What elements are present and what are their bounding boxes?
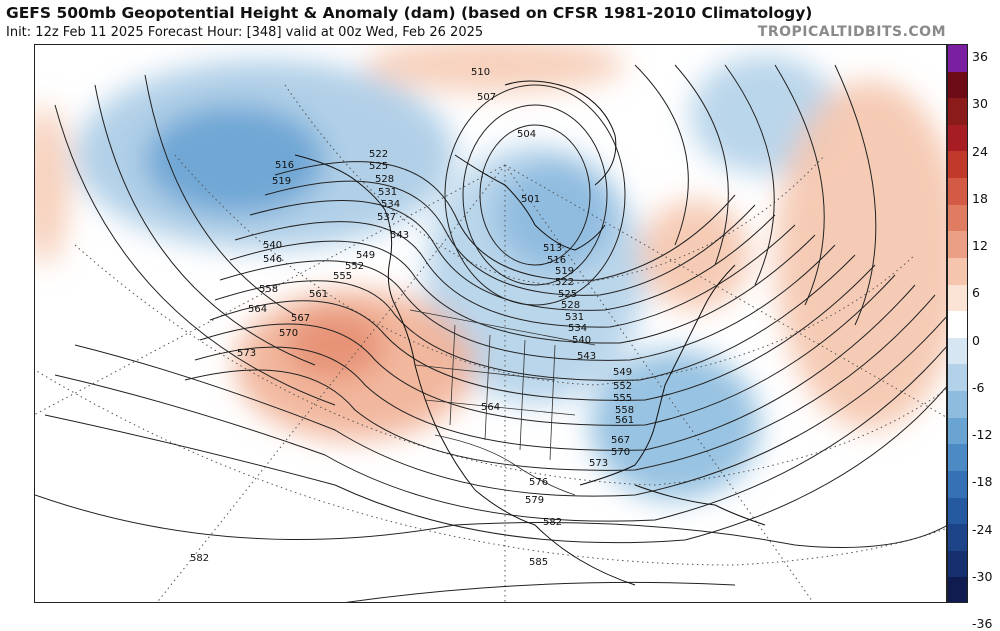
contour-label: 567 [291, 313, 310, 324]
contour-label: 549 [613, 367, 632, 378]
colorbar-segment [948, 470, 967, 498]
contour-label: 579 [525, 495, 544, 506]
colorbar-segment [948, 45, 967, 73]
contour-label: 516 [547, 255, 566, 266]
colorbar-segment [948, 391, 967, 419]
colorbar-segment [948, 178, 967, 206]
colorbar-label: -24 [972, 521, 993, 537]
brand-watermark[interactable]: TROPICALTIDBITS.COM [757, 24, 946, 40]
contour-label: 561 [309, 289, 328, 300]
contour-label: 513 [543, 243, 562, 254]
contour-label: 543 [577, 351, 596, 362]
contour-label: 516 [275, 160, 294, 171]
colorbar-segment [948, 417, 967, 445]
colorbar-label: -30 [972, 568, 993, 584]
contour-label: 570 [611, 447, 630, 458]
colorbar-segment [948, 524, 967, 552]
colorbar-segment [948, 71, 967, 99]
colorbar-label: -18 [972, 474, 993, 490]
map-panel: 510 507 504 501 513 516 516 519 519 522 … [34, 44, 947, 603]
contour-label: 546 [263, 254, 282, 265]
contour-label: 549 [356, 250, 375, 261]
contour-label: 552 [345, 261, 364, 272]
colorbar-segment [948, 550, 967, 578]
contour-label: 576 [529, 477, 548, 488]
contour-labels: 510 507 504 501 513 516 516 519 519 522 … [190, 67, 634, 568]
contour-label: 522 [555, 277, 574, 288]
colorbar-segment [948, 311, 967, 339]
map-svg: 510 507 504 501 513 516 516 519 519 522 … [35, 45, 946, 602]
contour-label: 561 [615, 415, 634, 426]
contour-label: 531 [565, 312, 584, 323]
contour-label: 567 [611, 435, 630, 446]
contour-label: 519 [272, 176, 291, 187]
contour-label: 537 [377, 212, 396, 223]
contour-label: 519 [555, 266, 574, 277]
colorbar-label: 0 [972, 332, 980, 348]
colorbar [947, 44, 968, 603]
colorbar-segment [948, 231, 967, 259]
contour-label: 525 [558, 289, 577, 300]
colorbar-segment [948, 98, 967, 126]
colorbar-segment [948, 204, 967, 232]
graticule [35, 84, 946, 602]
contour-label: 582 [190, 553, 209, 564]
colorbar-label: -12 [972, 427, 993, 442]
colorbar-label: -36 [972, 616, 993, 631]
height-contours [35, 64, 946, 602]
chart-subtitle: Init: 12z Feb 11 2025 Forecast Hour: [34… [6, 25, 484, 40]
contour-label: 522 [369, 149, 388, 160]
colorbar-segment [948, 444, 967, 472]
contour-label: 555 [613, 393, 632, 404]
colorbar-segment [948, 284, 967, 312]
colorbar-label: 36 [972, 49, 988, 64]
colorbar-segment [948, 497, 967, 525]
chart-title: GEFS 500mb Geopotential Height & Anomaly… [6, 4, 813, 22]
colorbar-segment [948, 577, 967, 602]
borders [409, 309, 596, 496]
colorbar-label: 18 [972, 190, 988, 206]
contour-label: 558 [615, 405, 634, 416]
contour-label: 531 [378, 187, 397, 198]
contour-label: 510 [471, 67, 490, 78]
contour-label: 582 [543, 517, 562, 528]
contour-label: 540 [572, 335, 591, 346]
colorbar-label: 6 [972, 285, 980, 301]
colorbar-label: 24 [972, 143, 988, 159]
contour-label: 564 [248, 304, 267, 315]
contour-label: 558 [259, 284, 278, 295]
contour-label: 507 [477, 92, 496, 103]
colorbar-label: 12 [972, 238, 988, 253]
colorbar-label: 30 [972, 96, 988, 112]
coastlines [294, 80, 766, 586]
contour-label: 534 [568, 323, 587, 334]
colorbar-segment [948, 151, 967, 179]
colorbar-label: -6 [972, 379, 985, 395]
contour-label: 504 [517, 129, 536, 140]
colorbar-segment [948, 364, 967, 392]
contour-label: 534 [381, 199, 400, 210]
contour-label: 585 [529, 557, 548, 568]
contour-label: 555 [333, 271, 352, 282]
contour-label: 525 [369, 161, 388, 172]
contour-label: 570 [279, 328, 298, 339]
contour-label: 528 [375, 174, 394, 185]
contour-label: 552 [613, 381, 632, 392]
anomaly-shading [35, 45, 946, 500]
colorbar-segment [948, 257, 967, 286]
colorbar-segment [948, 124, 967, 152]
colorbar-segment [948, 337, 967, 365]
contour-label: 564 [481, 402, 500, 413]
contour-label: 573 [237, 348, 256, 359]
contour-label: 543 [390, 230, 409, 241]
contour-label: 573 [589, 458, 608, 469]
contour-label: 528 [561, 300, 580, 311]
contour-label: 540 [263, 240, 282, 251]
contour-label: 501 [521, 194, 540, 205]
